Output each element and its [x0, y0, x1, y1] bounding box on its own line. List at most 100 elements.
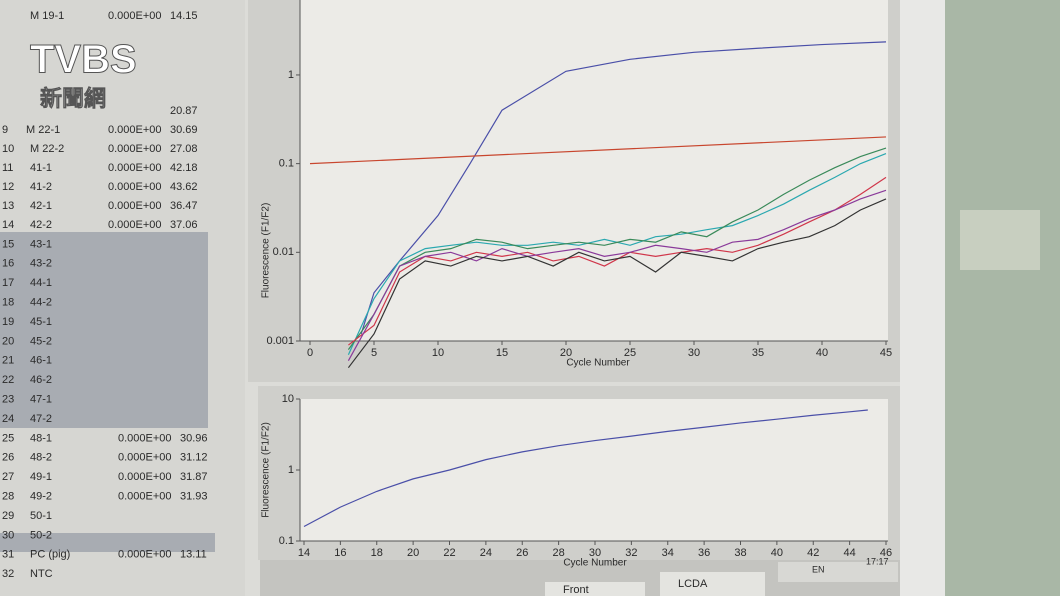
row-name: 47-2 [30, 413, 52, 425]
x-tick-label: 38 [734, 547, 746, 559]
taskbar-button[interactable] [545, 582, 645, 596]
room-background [945, 0, 1060, 596]
y-tick-label: 0.01 [273, 246, 294, 258]
row-name: NTC [30, 568, 53, 580]
row-id: 29 [2, 510, 14, 522]
x-tick-label: 28 [553, 547, 565, 559]
series-line [347, 198, 887, 369]
row-id: 19 [2, 316, 14, 328]
y-tick-label: 1 [288, 464, 294, 476]
row-name: 49-2 [30, 491, 52, 503]
series-line [303, 409, 868, 528]
x-tick-label: 20 [560, 347, 572, 359]
row-name: 42-2 [30, 219, 52, 231]
x-tick-label: 5 [371, 347, 377, 359]
tray-lang: EN [812, 564, 825, 574]
row-id: 26 [2, 452, 14, 464]
row-fluor: 0.000E+00 [108, 181, 162, 193]
row-name: 50-2 [30, 529, 52, 541]
x-tick-label: 26 [516, 547, 528, 559]
system-tray [778, 562, 898, 582]
row-id: 12 [2, 181, 14, 193]
row-ct: 30.96 [180, 432, 208, 444]
y-tick-label: 0.001 [266, 335, 294, 347]
x-tick-label: 24 [480, 547, 492, 559]
y-axis-label: Fluorescence (F1/F2) [261, 203, 272, 299]
watermark-logo: TVBS [30, 38, 137, 82]
row-name: 44-2 [30, 297, 52, 309]
row-ct: 42.18 [170, 162, 198, 174]
x-tick-label: 44 [844, 547, 856, 559]
series-line [347, 189, 887, 361]
row-id: 15 [2, 238, 14, 250]
x-tick-label: 35 [752, 347, 764, 359]
row-ct: 30.69 [170, 124, 198, 136]
row-fluor: 0.000E+00 [118, 471, 172, 483]
row-name: 49-1 [30, 471, 52, 483]
row-name: 48-2 [30, 452, 52, 464]
row-id: 10 [2, 143, 14, 155]
x-tick-label: 40 [771, 547, 783, 559]
row-fluor: 0.000E+00 [108, 219, 162, 231]
x-tick-label: 30 [688, 347, 700, 359]
row-name: M 22-1 [26, 124, 60, 136]
x-tick-label: 42 [807, 547, 819, 559]
row-name: PC (pig) [30, 549, 70, 561]
x-tick-label: 15 [496, 347, 508, 359]
selection-block [0, 232, 208, 428]
row-id: 31 [2, 549, 14, 561]
row-fluor: 0.000E+00 [108, 200, 162, 212]
room-object [960, 210, 1040, 270]
row-id: 24 [2, 413, 14, 425]
row-name: 42-1 [30, 200, 52, 212]
row-id: 18 [2, 297, 14, 309]
x-tick-label: 34 [662, 547, 674, 559]
row-name: 48-1 [30, 432, 52, 444]
row-name: 43-1 [30, 238, 52, 250]
taskbar-label: Front [563, 584, 589, 596]
row-ct: 43.62 [170, 181, 198, 193]
row-name: 50-1 [30, 510, 52, 522]
row-id: 21 [2, 355, 14, 367]
row-id: 16 [2, 258, 14, 270]
x-tick-label: 25 [624, 347, 636, 359]
x-tick-label: 32 [625, 547, 637, 559]
row-ct: 13.11 [180, 549, 207, 561]
row-id: 9 [2, 124, 8, 136]
row-fluor: 0.000E+00 [108, 143, 162, 155]
row-id: 20 [2, 335, 14, 347]
series-line [347, 147, 887, 350]
x-tick-label: 36 [698, 547, 710, 559]
x-axis-label: Cycle Number [563, 558, 627, 569]
x-tick-label: 46 [880, 547, 892, 559]
row-ct: 31.12 [180, 452, 208, 464]
row-name: 45-1 [30, 316, 52, 328]
taskbar-button[interactable] [660, 572, 765, 596]
row-id: 11 [2, 162, 13, 174]
row-id: 27 [2, 471, 14, 483]
row-id: 30 [2, 529, 14, 541]
x-tick-label: 40 [816, 347, 828, 359]
row-name: 41-2 [30, 181, 52, 193]
x-tick-label: 18 [371, 547, 383, 559]
row-fluor: 0.000E+00 [108, 162, 162, 174]
row-id: 28 [2, 491, 14, 503]
row-fluor: 0.000E+00 [108, 124, 162, 136]
monitor-bezel [900, 0, 945, 596]
tray-clock: 17:17 [866, 556, 889, 566]
series-line [309, 136, 887, 165]
row-ct: 31.93 [180, 491, 208, 503]
taskbar-label: LCDA [678, 578, 708, 590]
row-name: M 22-2 [30, 143, 64, 155]
selection-row [0, 533, 215, 552]
row-id: 32 [2, 568, 14, 580]
x-tick-label: 30 [589, 547, 601, 559]
x-tick-label: 0 [307, 347, 313, 359]
row-id: 23 [2, 394, 14, 406]
x-tick-label: 22 [443, 547, 455, 559]
row-id: 14 [2, 219, 14, 231]
x-tick-label: 14 [298, 547, 310, 559]
x-tick-label: 45 [880, 347, 892, 359]
row-ct: 36.47 [170, 200, 198, 212]
